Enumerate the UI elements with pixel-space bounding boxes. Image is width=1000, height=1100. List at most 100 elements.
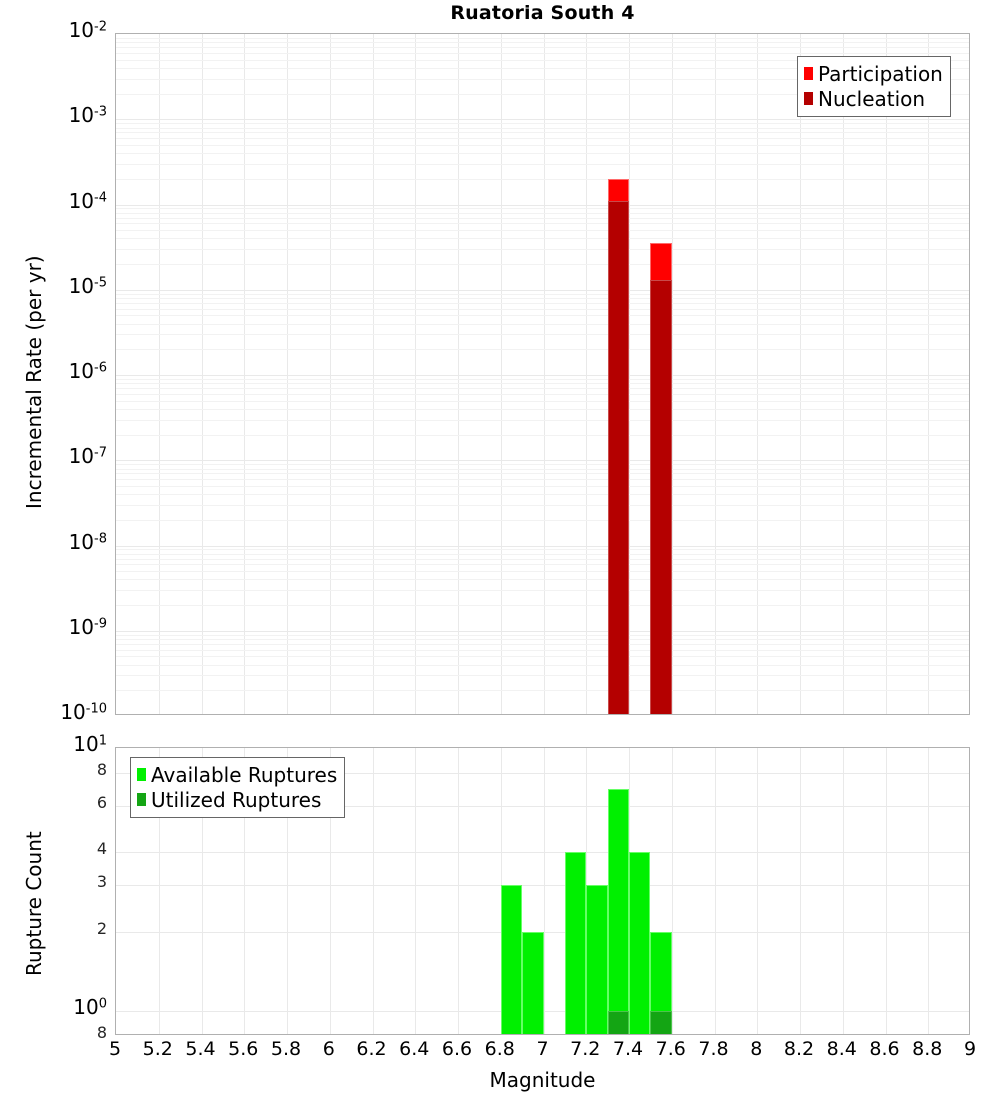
- gridline-vertical: [543, 34, 545, 714]
- gridline-horizontal-minor: [116, 400, 969, 402]
- gridline-horizontal-minor: [116, 690, 969, 692]
- x-tick-5.4: 5.4: [185, 1038, 216, 1060]
- gridline-vertical: [928, 34, 930, 714]
- gridline-vertical: [201, 34, 203, 714]
- gridline-horizontal-minor: [116, 59, 969, 61]
- gridline-horizontal-minor: [116, 675, 969, 677]
- gridline-horizontal-minor: [116, 78, 969, 80]
- x-tick-7.4: 7.4: [612, 1038, 644, 1060]
- bar-nucleation-7.35: [607, 200, 629, 714]
- gridline-horizontal-minor: [116, 293, 969, 295]
- legend-label-participation: Participation: [818, 61, 943, 86]
- gridline-vertical: [885, 34, 887, 714]
- x-tick-8.2: 8.2: [783, 1038, 815, 1060]
- bar-available-7.15: [564, 852, 587, 1034]
- gridline-vertical: [928, 748, 930, 1034]
- gridline-horizontal: [116, 852, 969, 854]
- x-tick-5: 5: [108, 1038, 122, 1060]
- gridline-horizontal-minor: [116, 308, 969, 310]
- legend-item-available-ruptures: Available Ruptures: [137, 762, 337, 787]
- gridline-horizontal: [116, 375, 969, 376]
- gridline-horizontal-minor: [116, 144, 969, 146]
- top-y-tick-10-7: 10-7: [68, 444, 107, 469]
- gridline-horizontal-minor: [116, 571, 969, 573]
- gridline-horizontal-minor: [116, 639, 969, 640]
- gridline-horizontal-minor: [116, 178, 969, 180]
- gridline-horizontal-minor: [116, 485, 969, 487]
- x-tick-6.4: 6.4: [399, 1038, 430, 1060]
- gridline-horizontal-minor: [116, 153, 969, 155]
- gridline-vertical: [543, 748, 545, 1034]
- bottom-y-minor-tick-3: 3: [96, 872, 107, 892]
- gridline-horizontal: [116, 545, 969, 547]
- gridline-horizontal: [116, 119, 969, 121]
- utilized-ruptures-color-swatch: [137, 793, 146, 806]
- gridline-horizontal-minor: [116, 656, 969, 658]
- gridline-horizontal-minor: [116, 223, 969, 225]
- available-ruptures-color-swatch: [137, 768, 146, 781]
- gridline-horizontal-minor: [116, 67, 969, 69]
- x-tick-6.6: 6.6: [441, 1038, 473, 1060]
- top-y-axis-label: Incremental Rate (per yr): [22, 255, 46, 509]
- x-tick-5.6: 5.6: [228, 1038, 259, 1060]
- x-tick-9: 9: [963, 1038, 977, 1060]
- gridline-horizontal-minor: [116, 37, 969, 39]
- gridline-vertical: [629, 34, 630, 714]
- gridline-vertical: [800, 748, 801, 1034]
- gridline-horizontal-minor: [116, 298, 969, 299]
- legend-label-available-ruptures: Available Ruptures: [151, 762, 338, 787]
- gridline-horizontal-minor: [116, 408, 969, 410]
- x-tick-5.8: 5.8: [270, 1038, 302, 1060]
- gridline-horizontal: [116, 806, 969, 808]
- gridline-horizontal-minor: [116, 383, 969, 385]
- x-tick-6.8: 6.8: [484, 1038, 515, 1060]
- x-tick-5.2: 5.2: [142, 1038, 173, 1060]
- gridline-horizontal-minor: [116, 208, 969, 210]
- legend-label-nucleation: Nucleation: [818, 86, 926, 111]
- gridline-horizontal-minor: [116, 634, 969, 636]
- bottom-legend: Available Ruptures Utilized Ruptures: [130, 757, 346, 818]
- gridline-horizontal: [116, 289, 969, 291]
- x-tick-6: 6: [322, 1038, 335, 1060]
- gridline-horizontal-minor: [116, 42, 969, 44]
- gridline-vertical: [885, 748, 887, 1034]
- gridline-horizontal: [116, 630, 969, 632]
- top-y-tick-10-4: 10-4: [68, 188, 107, 213]
- gridline-horizontal-minor: [116, 579, 969, 581]
- bottom-y-tick-100: 100: [73, 994, 107, 1019]
- gridline-horizontal-minor: [116, 93, 969, 95]
- legend-item-nucleation: Nucleation: [804, 86, 943, 111]
- bottom-y-minor-tick-8: 8: [96, 760, 107, 780]
- gridline-horizontal-minor: [116, 504, 969, 506]
- legend-item-utilized-ruptures: Utilized Ruptures: [137, 787, 337, 812]
- bottom-y-axis-label: Rupture Count: [22, 831, 46, 976]
- gridline-horizontal-minor: [116, 302, 969, 304]
- gridline-vertical: [287, 748, 288, 1034]
- gridline-vertical: [671, 34, 673, 714]
- gridline-horizontal-minor: [116, 590, 969, 592]
- gridline-vertical: [757, 34, 759, 714]
- top-y-tick-10-3: 10-3: [68, 103, 107, 128]
- gridline-vertical: [757, 748, 759, 1034]
- gridline-horizontal-minor: [116, 238, 969, 240]
- gridline-horizontal-minor: [116, 138, 969, 140]
- bar-available-7.35: [607, 788, 629, 1034]
- gridline-horizontal-minor: [116, 393, 969, 395]
- top-bars-layer: [116, 34, 969, 714]
- chart-title: Ruatoria South 4: [450, 2, 635, 24]
- gridline-horizontal-minor: [116, 123, 969, 125]
- bar-available-7.45: [629, 852, 651, 1034]
- gridline-horizontal-minor: [116, 664, 969, 666]
- gridline-vertical: [158, 34, 160, 714]
- participation-color-swatch: [804, 67, 813, 80]
- x-tick-7: 7: [536, 1038, 549, 1060]
- gridline-horizontal-minor: [116, 519, 969, 521]
- gridline-horizontal-minor: [116, 605, 969, 607]
- bar-available-7.25: [586, 885, 608, 1034]
- gridline-horizontal: [116, 885, 969, 887]
- gridline-horizontal-minor: [116, 212, 969, 214]
- gridline-horizontal-minor: [116, 464, 969, 466]
- x-tick-8.6: 8.6: [869, 1038, 900, 1060]
- bottom-y-minor-tick-2: 2: [96, 918, 107, 938]
